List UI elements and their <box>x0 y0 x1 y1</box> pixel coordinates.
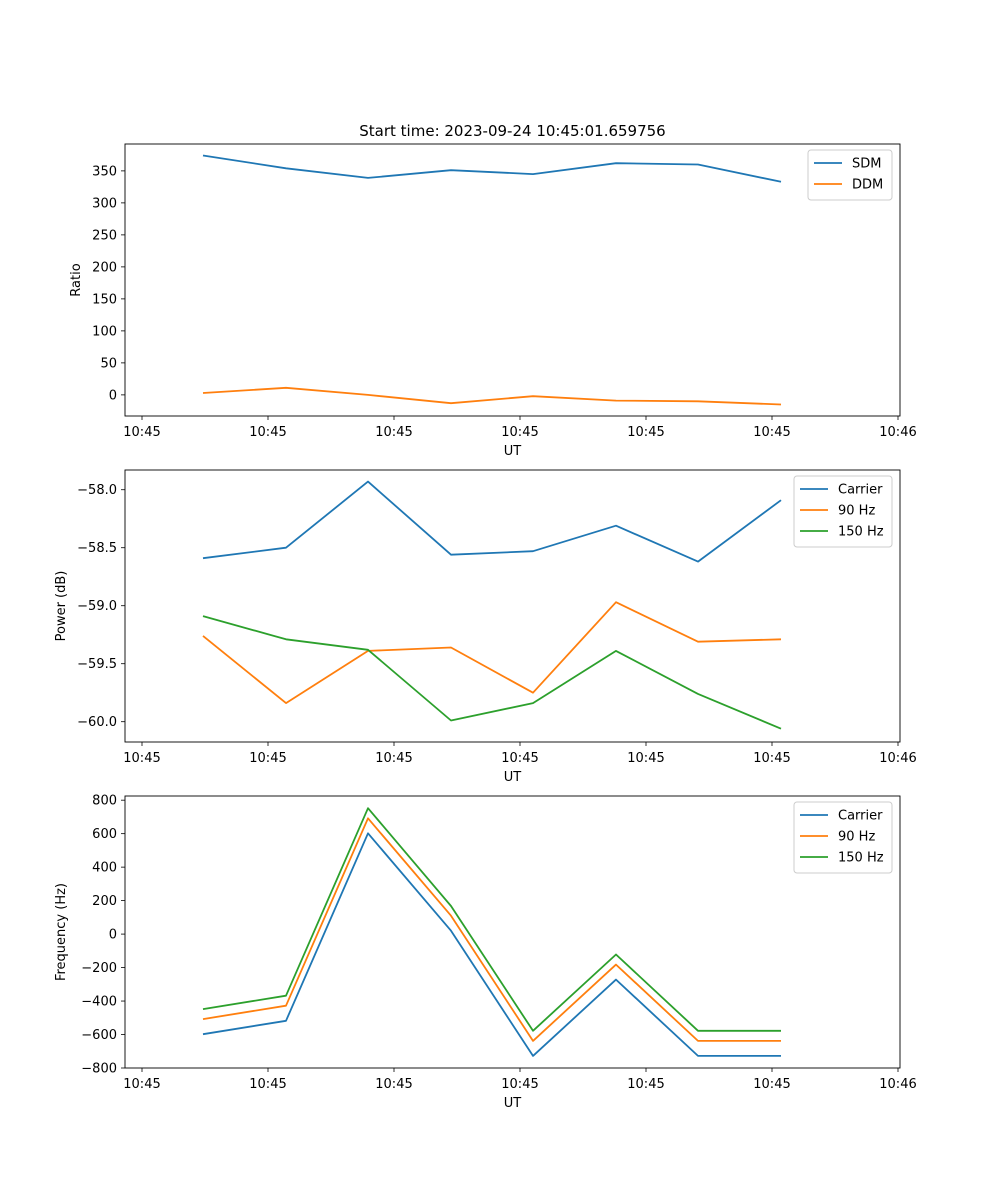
legend: Carrier 90 Hz 150 Hz <box>793 801 893 874</box>
x-tick-label: 10:45 <box>375 751 412 766</box>
y-tick-label: 300 <box>92 196 117 211</box>
panels: 10:45 10:45 10:45 10:45 10:45 10:45 10:46 UT 0 50… <box>54 143 917 1111</box>
series-line-carrier <box>202 832 781 1057</box>
y-tick-label: −200 <box>81 961 117 976</box>
y-tick-label: 800 <box>92 794 117 809</box>
x-axis-label: UT <box>504 770 522 785</box>
x-tick-label: 10:46 <box>879 1077 916 1092</box>
x-axis-label: UT <box>504 1096 522 1111</box>
plot-frame <box>124 143 901 417</box>
y-axis-label: Ratio <box>69 263 84 296</box>
y-tick-label: 0 <box>109 388 117 403</box>
x-tick-label: 10:45 <box>627 1077 664 1092</box>
y-tick-label: −58.0 <box>77 483 117 498</box>
x-tick-label: 10:45 <box>627 425 664 440</box>
y-tick-label: 100 <box>92 324 117 339</box>
x-tick-label: 10:45 <box>753 425 790 440</box>
x-tick-label: 10:45 <box>123 751 160 766</box>
y-tick-label: 600 <box>92 827 117 842</box>
y-tick-label: −60.0 <box>77 715 117 730</box>
series-line-150-hz <box>202 615 782 730</box>
series-line-carrier <box>202 480 782 563</box>
legend-label: 150 Hz <box>838 525 884 540</box>
x-tick-label: 10:45 <box>501 425 538 440</box>
legend-box <box>793 801 893 874</box>
y-axis-label: Frequency (Hz) <box>54 883 69 981</box>
legend: Carrier 90 Hz 150 Hz <box>793 475 893 548</box>
legend-label: DDM <box>852 178 883 193</box>
y-tick-label: −800 <box>81 1062 117 1077</box>
y-tick-label: 200 <box>92 260 117 275</box>
legend-label: 90 Hz <box>838 830 875 845</box>
x-tick-label: 10:45 <box>753 1077 790 1092</box>
x-tick-label: 10:45 <box>501 751 538 766</box>
x-tick-label: 10:45 <box>375 1077 412 1092</box>
y-tick-label: −59.0 <box>77 599 117 614</box>
legend-label: 150 Hz <box>838 851 884 866</box>
x-axis-label: UT <box>504 444 522 459</box>
y-tick-label: −600 <box>81 1028 117 1043</box>
x-tick-label: 10:46 <box>879 751 916 766</box>
y-tick-label: 0 <box>109 928 117 943</box>
y-tick-label: 150 <box>92 292 117 307</box>
x-tick-label: 10:45 <box>123 1077 160 1092</box>
panel-power: 10:45 10:45 10:45 10:45 10:45 10:45 10:46 UT −60… <box>54 469 917 785</box>
x-tick-label: 10:45 <box>249 751 286 766</box>
panel-frequency: 10:45 10:45 10:45 10:45 10:45 10:45 10:46 UT −80… <box>54 794 917 1111</box>
y-tick-label: 50 <box>100 356 117 371</box>
legend-label: Carrier <box>838 809 883 824</box>
x-tick-label: 10:45 <box>501 1077 538 1092</box>
series-line-sdm <box>202 154 782 183</box>
y-tick-label: 200 <box>92 894 117 909</box>
x-tick-label: 10:45 <box>249 1077 286 1092</box>
legend-box <box>793 475 893 548</box>
panel-ratio: 10:45 10:45 10:45 10:45 10:45 10:45 10:46 UT 0 50… <box>69 143 917 459</box>
y-tick-label: −400 <box>81 995 117 1010</box>
figure-title: Start time: 2023-09-24 10:45:01.659756 <box>359 122 665 140</box>
legend-label: 90 Hz <box>838 504 875 519</box>
legend: SDM DDM <box>807 149 893 201</box>
x-tick-label: 10:45 <box>375 425 412 440</box>
x-tick-label: 10:45 <box>753 751 790 766</box>
y-tick-label: 350 <box>92 164 117 179</box>
y-tick-label: 400 <box>92 861 117 876</box>
x-tick-label: 10:45 <box>627 751 664 766</box>
series-line-90-hz <box>202 601 782 704</box>
y-tick-label: 250 <box>92 228 117 243</box>
x-tick-label: 10:46 <box>879 425 916 440</box>
series-line-ddm <box>202 386 782 406</box>
series-line-90-hz <box>202 817 781 1042</box>
legend-label: Carrier <box>838 483 883 498</box>
y-axis-label: Power (dB) <box>54 571 69 642</box>
y-tick-label: −58.5 <box>77 541 117 556</box>
y-tick-label: −59.5 <box>77 657 117 672</box>
x-tick-label: 10:45 <box>249 425 286 440</box>
x-tick-label: 10:45 <box>123 425 160 440</box>
series-line-150-hz <box>202 807 781 1032</box>
plot-frame <box>124 795 901 1069</box>
legend-label: SDM <box>852 157 881 172</box>
